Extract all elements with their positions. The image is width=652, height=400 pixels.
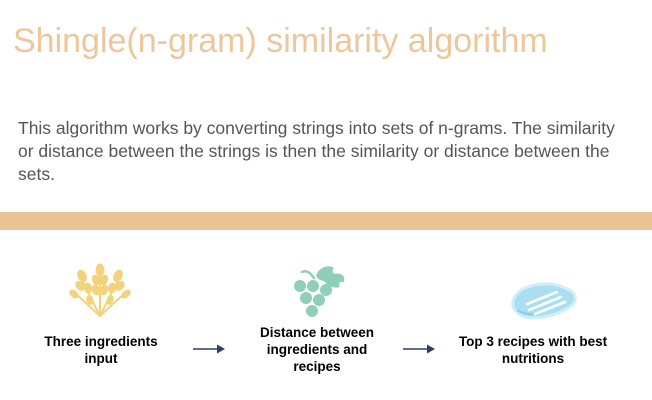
steak-icon [511, 282, 577, 320]
step-label-output: Top 3 recipes with best nutritions [458, 334, 608, 366]
arrow-right-icon [403, 344, 435, 354]
grapes-icon [294, 266, 345, 317]
arrow-right-icon [193, 344, 225, 354]
divider-band [0, 212, 652, 230]
wheat-icon [69, 263, 131, 317]
step-label-distance: Distance between ingredients and recipes [259, 325, 375, 374]
description: This algorithm works by converting strin… [18, 118, 615, 184]
step-label-input: Three ingredients input [44, 334, 158, 366]
page-title: Shingle(n-gram) similarity algorithm [13, 22, 548, 60]
